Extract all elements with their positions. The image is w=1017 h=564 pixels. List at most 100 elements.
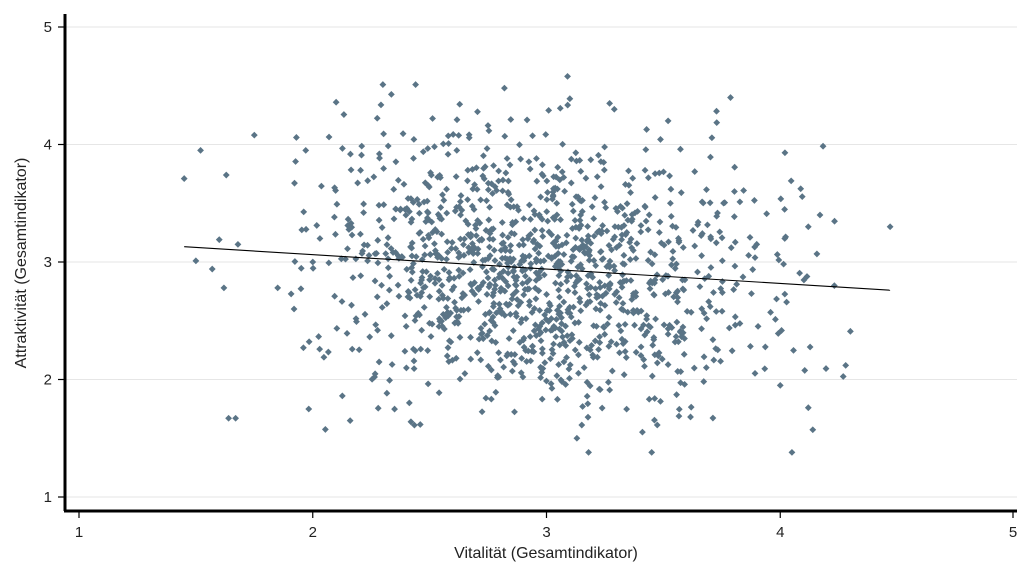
data-point bbox=[439, 140, 447, 148]
data-point bbox=[606, 386, 614, 394]
data-point bbox=[520, 334, 528, 342]
data-point bbox=[677, 145, 684, 153]
data-point bbox=[506, 247, 514, 255]
data-point bbox=[478, 408, 486, 416]
data-point bbox=[886, 223, 894, 231]
data-point bbox=[619, 299, 627, 307]
data-point bbox=[416, 421, 424, 428]
data-point bbox=[571, 289, 579, 296]
data-point bbox=[558, 261, 566, 268]
data-point bbox=[508, 367, 516, 375]
data-point bbox=[510, 255, 517, 263]
data-point bbox=[611, 267, 619, 274]
data-point bbox=[573, 157, 580, 165]
data-point bbox=[567, 179, 575, 187]
data-point bbox=[292, 134, 300, 141]
data-point bbox=[521, 286, 529, 293]
data-point bbox=[495, 300, 503, 308]
data-point bbox=[315, 333, 323, 340]
data-point bbox=[677, 368, 685, 376]
data-point bbox=[435, 295, 443, 303]
data-point bbox=[517, 369, 525, 377]
data-point bbox=[489, 292, 497, 300]
data-point bbox=[780, 260, 787, 268]
data-point bbox=[492, 388, 500, 396]
data-point bbox=[749, 266, 757, 273]
data-point bbox=[437, 204, 445, 211]
data-point bbox=[497, 356, 504, 364]
data-point bbox=[408, 215, 416, 223]
data-point bbox=[410, 365, 418, 372]
data-point bbox=[460, 241, 467, 248]
data-point bbox=[536, 213, 544, 221]
data-point bbox=[548, 384, 556, 392]
data-point bbox=[552, 173, 560, 181]
data-point bbox=[407, 276, 415, 284]
data-point bbox=[464, 306, 472, 313]
data-point bbox=[410, 154, 417, 162]
data-point bbox=[532, 269, 540, 277]
data-point bbox=[386, 376, 393, 384]
data-point bbox=[620, 251, 628, 259]
data-point bbox=[641, 331, 649, 339]
data-point bbox=[339, 145, 346, 152]
data-point bbox=[549, 350, 557, 357]
data-point bbox=[387, 245, 395, 252]
data-point bbox=[763, 210, 771, 218]
data-point bbox=[645, 395, 653, 403]
data-point bbox=[707, 264, 715, 271]
data-point bbox=[504, 259, 511, 267]
data-point bbox=[461, 291, 469, 299]
data-point bbox=[521, 272, 529, 280]
data-point bbox=[772, 315, 779, 323]
data-point bbox=[705, 272, 713, 280]
data-point bbox=[481, 320, 489, 328]
data-point bbox=[535, 287, 542, 295]
data-point bbox=[297, 285, 305, 293]
data-point bbox=[483, 145, 491, 152]
data-point bbox=[697, 232, 705, 240]
data-point bbox=[449, 131, 457, 138]
data-point bbox=[564, 72, 571, 80]
data-point bbox=[746, 233, 754, 241]
data-point bbox=[516, 338, 524, 346]
data-point bbox=[739, 273, 747, 281]
data-point bbox=[321, 426, 329, 433]
data-point bbox=[511, 408, 518, 416]
data-point bbox=[412, 81, 419, 88]
data-point bbox=[415, 200, 423, 208]
data-point bbox=[419, 268, 427, 275]
data-point bbox=[788, 448, 796, 456]
data-point bbox=[180, 175, 188, 182]
data-point bbox=[621, 211, 629, 219]
data-point bbox=[804, 223, 812, 231]
data-point bbox=[426, 276, 433, 284]
data-point bbox=[482, 394, 490, 402]
data-point bbox=[530, 207, 538, 215]
data-point bbox=[494, 372, 502, 380]
data-point bbox=[619, 306, 627, 314]
data-point bbox=[605, 285, 613, 293]
data-point bbox=[471, 221, 479, 229]
data-point bbox=[510, 267, 517, 275]
data-point bbox=[593, 173, 601, 181]
data-point bbox=[380, 201, 388, 209]
data-point bbox=[498, 219, 506, 226]
data-point bbox=[675, 237, 683, 245]
data-point bbox=[597, 158, 605, 166]
data-point bbox=[750, 197, 758, 204]
x-tick-label-4: 4 bbox=[776, 524, 784, 541]
data-point bbox=[704, 221, 711, 229]
data-point bbox=[596, 278, 604, 286]
data-point bbox=[302, 225, 310, 233]
data-point bbox=[660, 168, 667, 176]
data-point bbox=[714, 209, 721, 217]
data-point bbox=[659, 276, 667, 284]
data-point bbox=[410, 357, 418, 365]
data-point bbox=[683, 308, 691, 315]
data-point bbox=[485, 127, 493, 135]
data-point bbox=[748, 290, 755, 298]
data-point bbox=[590, 257, 598, 264]
data-point bbox=[400, 180, 408, 188]
data-point bbox=[453, 116, 461, 124]
